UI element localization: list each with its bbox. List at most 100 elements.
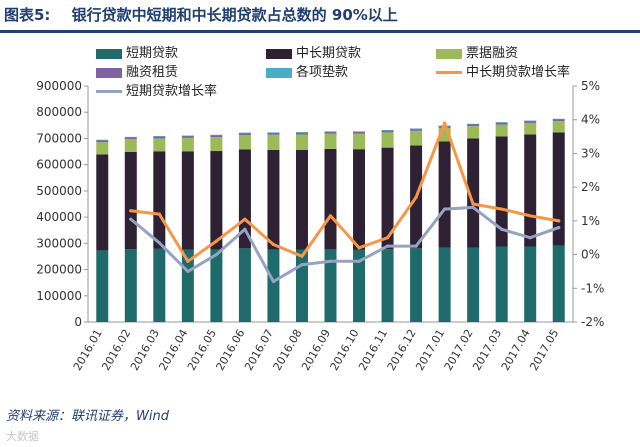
point-mid-long-growth — [385, 236, 390, 240]
y-tick-label-left: 200000 — [36, 263, 82, 277]
point-short-growth — [129, 217, 133, 221]
bar-advances — [267, 132, 280, 134]
bar-bill — [124, 139, 137, 152]
point-mid-long-growth — [471, 202, 475, 206]
y-tick-label-right: -2% — [581, 315, 604, 329]
bar-mid-long — [210, 151, 223, 250]
legend-item-bill: 票据融资 — [436, 42, 518, 61]
bar-bill — [381, 132, 394, 148]
bar-mid-long — [495, 136, 508, 247]
bar-advances — [295, 132, 308, 133]
point-short-growth — [528, 236, 532, 240]
figure-title: 银行贷款中短期和中长期贷款占总数的 90%以上 — [71, 6, 398, 24]
point-mid-long-growth — [357, 246, 361, 250]
legend-swatch-bill — [436, 48, 462, 59]
bar-bill — [467, 126, 480, 139]
point-mid-long-growth — [271, 242, 276, 247]
bar-mid-long — [96, 154, 109, 251]
bar-bill — [353, 133, 366, 150]
bar-short-term — [267, 249, 280, 322]
bar-bill — [210, 137, 223, 152]
bar-lease — [124, 137, 137, 140]
bar-short-term — [495, 246, 508, 322]
y-tick-label-right: 5% — [581, 79, 600, 93]
point-short-growth — [214, 252, 218, 257]
bar-advances — [210, 134, 223, 136]
legend-label-short-term: 短期贷款 — [126, 46, 179, 61]
y-tick-label-left: 700000 — [36, 131, 82, 145]
y-tick-label-left: 500000 — [36, 184, 82, 198]
bar-lease — [295, 132, 308, 135]
point-short-growth — [157, 241, 161, 245]
watermark: 大数据 — [6, 430, 39, 443]
y-tick-label-left: 100000 — [36, 289, 82, 303]
bar-bill — [324, 133, 337, 149]
bar-bill — [495, 124, 508, 137]
line-short-growth — [129, 205, 561, 283]
bar-short-term — [467, 247, 480, 322]
y-tick-label-right: 2% — [581, 180, 600, 194]
bar-mid-long — [381, 147, 394, 250]
point-mid-long-growth — [300, 254, 304, 258]
y-tick-label-left: 900000 — [36, 79, 82, 93]
point-short-growth — [243, 227, 247, 231]
legend-swatch-mid-long — [266, 48, 292, 59]
bar-advances — [410, 128, 423, 130]
point-mid-long-growth — [528, 214, 532, 218]
bar-short-term — [524, 246, 537, 322]
point-mid-long-growth — [328, 214, 333, 218]
bar-mid-long — [181, 151, 194, 250]
point-short-growth — [385, 244, 390, 248]
bar-bill — [181, 137, 194, 152]
bar-advances — [353, 131, 366, 132]
point-short-growth — [414, 244, 418, 248]
bar-bill — [552, 121, 565, 133]
bar-mid-long — [552, 132, 565, 246]
legend-label-bill: 票据融资 — [466, 46, 519, 61]
legend-swatch-lease — [96, 67, 122, 78]
bar-mid-long — [295, 149, 308, 250]
point-short-growth — [443, 207, 447, 211]
bar-short-term — [552, 245, 565, 322]
bar-mid-long — [353, 149, 366, 250]
bar-advances — [381, 130, 394, 131]
point-short-growth — [271, 279, 276, 284]
bar-bill — [267, 134, 280, 150]
bar-lease — [410, 128, 423, 131]
bar-advances — [524, 120, 537, 122]
point-short-growth — [328, 259, 333, 263]
point-mid-long-growth — [129, 209, 133, 213]
chart-title: 图表5: 银行贷款中短期和中长期贷款占总数的 90%以上 — [4, 4, 398, 25]
bar-lease — [524, 120, 537, 123]
bar-short-term — [238, 248, 251, 322]
y-tick-label-right: 3% — [581, 146, 600, 160]
bar-bill — [96, 142, 109, 155]
bar-lease — [153, 136, 166, 139]
legend-item-advances: 各项垫款 — [266, 61, 348, 80]
point-mid-long-growth — [243, 217, 247, 221]
bar-mid-long — [153, 151, 166, 249]
bar-lease — [181, 135, 194, 138]
bar-advances — [96, 139, 109, 141]
legend-item-lease: 融资租赁 — [96, 61, 178, 80]
bar-advances — [238, 132, 251, 134]
point-mid-long-growth — [500, 207, 504, 211]
legend-line-short-growth — [96, 90, 122, 93]
bar-lease — [96, 140, 109, 143]
bar-bill — [524, 122, 537, 135]
legend-swatch-advances — [266, 67, 292, 78]
bar-short-term — [410, 248, 423, 322]
legend-label-lease: 融资租赁 — [126, 65, 179, 80]
bar-advances — [124, 136, 137, 138]
legend-label-advances: 各项垫款 — [296, 65, 349, 80]
point-short-growth — [500, 227, 504, 231]
bar-bill — [410, 130, 423, 146]
point-mid-long-growth — [414, 195, 418, 199]
bar-lease — [381, 130, 394, 133]
bar-short-term — [438, 247, 451, 322]
bar-mid-long — [324, 148, 337, 250]
bar-short-term — [124, 249, 137, 322]
legend-label-mid-long: 中长期贷款 — [296, 46, 362, 61]
point-short-growth — [357, 259, 361, 263]
legend-swatch-short-term — [96, 48, 122, 59]
